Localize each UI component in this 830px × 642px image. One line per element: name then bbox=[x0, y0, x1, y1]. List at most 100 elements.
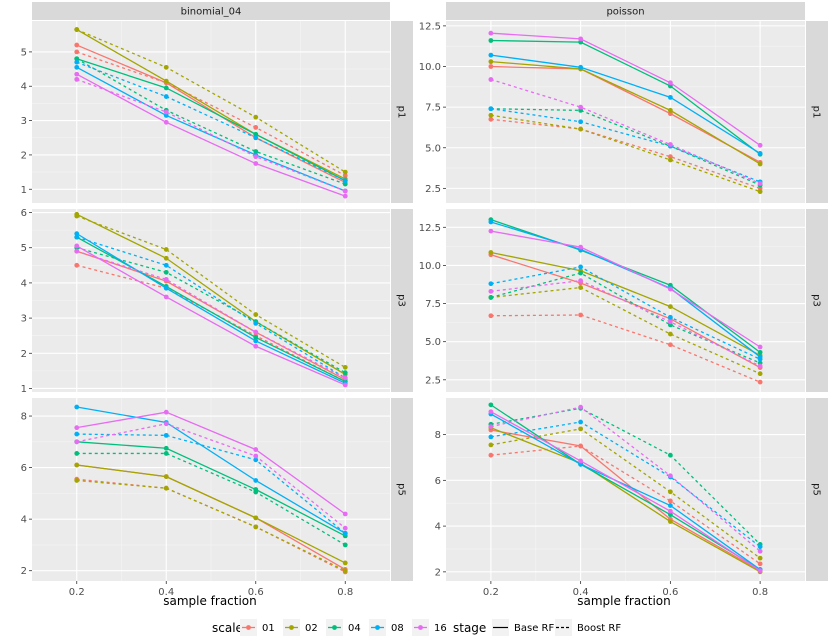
data-point bbox=[74, 248, 80, 254]
data-point bbox=[163, 119, 169, 125]
data-point bbox=[667, 473, 673, 479]
data-point bbox=[578, 404, 584, 410]
series-line-02-boost bbox=[76, 215, 346, 368]
y-tick-label: 3 bbox=[21, 116, 27, 127]
series-line-04-base bbox=[76, 236, 346, 383]
strip-col-background bbox=[446, 2, 805, 20]
data-point bbox=[488, 295, 494, 300]
data-point bbox=[757, 555, 763, 561]
data-point bbox=[253, 320, 259, 326]
data-point bbox=[163, 451, 169, 456]
series-line-02-base bbox=[76, 464, 346, 564]
data-point bbox=[667, 503, 673, 508]
y-tick-label: 5.0 bbox=[425, 337, 441, 348]
legend-scale-items: 01 02 04 08 16 bbox=[240, 619, 447, 636]
legend-scale-label: 01 bbox=[262, 623, 275, 634]
data-point bbox=[253, 489, 259, 495]
series-line-04-base bbox=[76, 58, 346, 182]
legend-stage-label: Base RF bbox=[514, 623, 554, 634]
y-tick-label: 8 bbox=[21, 412, 27, 423]
series-line-08-base bbox=[76, 66, 346, 192]
strip-row-background bbox=[391, 398, 413, 581]
data-point bbox=[163, 485, 169, 491]
legend-stage-item-base: Base RF bbox=[492, 619, 554, 636]
data-point bbox=[578, 285, 584, 290]
series-line-04-boost bbox=[490, 272, 761, 364]
data-point bbox=[74, 71, 80, 77]
panels-layer: 1 2 3 4 5 2.5 5.0 7.5 10.0 12.5 1 2 3 4 5 6 2.5 5.0 7.5 10.… bbox=[21, 21, 805, 598]
data-point bbox=[757, 142, 763, 148]
data-point bbox=[578, 426, 584, 432]
data-point bbox=[74, 56, 80, 62]
data-point bbox=[163, 432, 169, 438]
data-point bbox=[578, 312, 584, 318]
y-tick-label: 12.5 bbox=[419, 21, 441, 32]
legend-scale-item-02: 02 bbox=[283, 619, 318, 636]
data-point bbox=[163, 276, 169, 282]
data-point bbox=[667, 512, 673, 518]
data-point bbox=[578, 458, 584, 464]
series-line-04-boost bbox=[490, 108, 761, 186]
series-line-02-boost bbox=[490, 428, 761, 559]
strip-row-background bbox=[391, 209, 413, 392]
data-point bbox=[342, 364, 348, 370]
data-point bbox=[488, 77, 494, 82]
series-line-01-base bbox=[76, 250, 346, 381]
data-point bbox=[253, 154, 259, 160]
data-point bbox=[757, 371, 763, 377]
series-line-01-boost bbox=[76, 51, 346, 177]
data-point bbox=[163, 109, 169, 115]
data-point bbox=[757, 548, 763, 554]
series-line-16-boost bbox=[490, 78, 761, 185]
series-line-16-base bbox=[490, 32, 761, 146]
data-point bbox=[74, 439, 80, 445]
data-point bbox=[667, 314, 673, 320]
data-point bbox=[342, 560, 348, 566]
data-point bbox=[488, 64, 494, 69]
x-tick-label: 0.6 bbox=[248, 587, 264, 598]
data-point bbox=[488, 59, 494, 65]
data-point bbox=[74, 431, 80, 437]
data-point bbox=[163, 85, 169, 91]
x-tick-label: 0.8 bbox=[337, 587, 353, 598]
y-tick-label: 10.0 bbox=[419, 62, 441, 73]
data-point bbox=[253, 131, 259, 137]
panel-poisson-p5: 2 4 6 8 0.2 0.4 0.6 0.8 bbox=[435, 398, 805, 598]
data-point bbox=[578, 119, 584, 125]
legend-key-point bbox=[246, 625, 251, 630]
data-point bbox=[578, 443, 584, 449]
y-tick-label: 5 bbox=[21, 243, 27, 254]
data-point bbox=[757, 181, 763, 186]
series-line-08-base bbox=[76, 233, 346, 384]
data-point bbox=[488, 250, 494, 255]
y-tick-label: 1 bbox=[21, 384, 27, 395]
data-point bbox=[488, 112, 494, 118]
x-tick-label: 0.6 bbox=[662, 587, 678, 598]
data-point bbox=[667, 331, 673, 337]
legend-stage-item-boost: Boost RF bbox=[555, 619, 621, 636]
series-line-16-base bbox=[490, 230, 761, 348]
panel-binomial_04-p3: 1 2 3 4 5 6 bbox=[21, 208, 390, 395]
data-point bbox=[163, 409, 169, 415]
data-point bbox=[74, 478, 80, 483]
series-line-16-base bbox=[76, 245, 346, 386]
data-point bbox=[342, 530, 348, 536]
legend-key-point bbox=[332, 625, 337, 630]
legend-key-point bbox=[375, 625, 380, 630]
data-point bbox=[488, 409, 494, 415]
data-point bbox=[163, 294, 169, 300]
data-point bbox=[342, 511, 348, 517]
legend-scale-item-16: 16 bbox=[412, 619, 447, 636]
strip-row-label: p3 bbox=[811, 294, 822, 307]
legend-scale-label: 16 bbox=[434, 623, 447, 634]
data-point bbox=[74, 404, 80, 410]
data-point bbox=[667, 304, 673, 309]
series-line-16-boost bbox=[490, 280, 761, 367]
y-tick-label: 2.5 bbox=[425, 184, 441, 195]
data-point bbox=[488, 434, 494, 440]
data-point bbox=[74, 425, 80, 431]
series-line-02-base bbox=[76, 29, 346, 180]
data-point bbox=[488, 281, 494, 287]
data-point bbox=[74, 262, 80, 268]
data-point bbox=[163, 64, 169, 70]
